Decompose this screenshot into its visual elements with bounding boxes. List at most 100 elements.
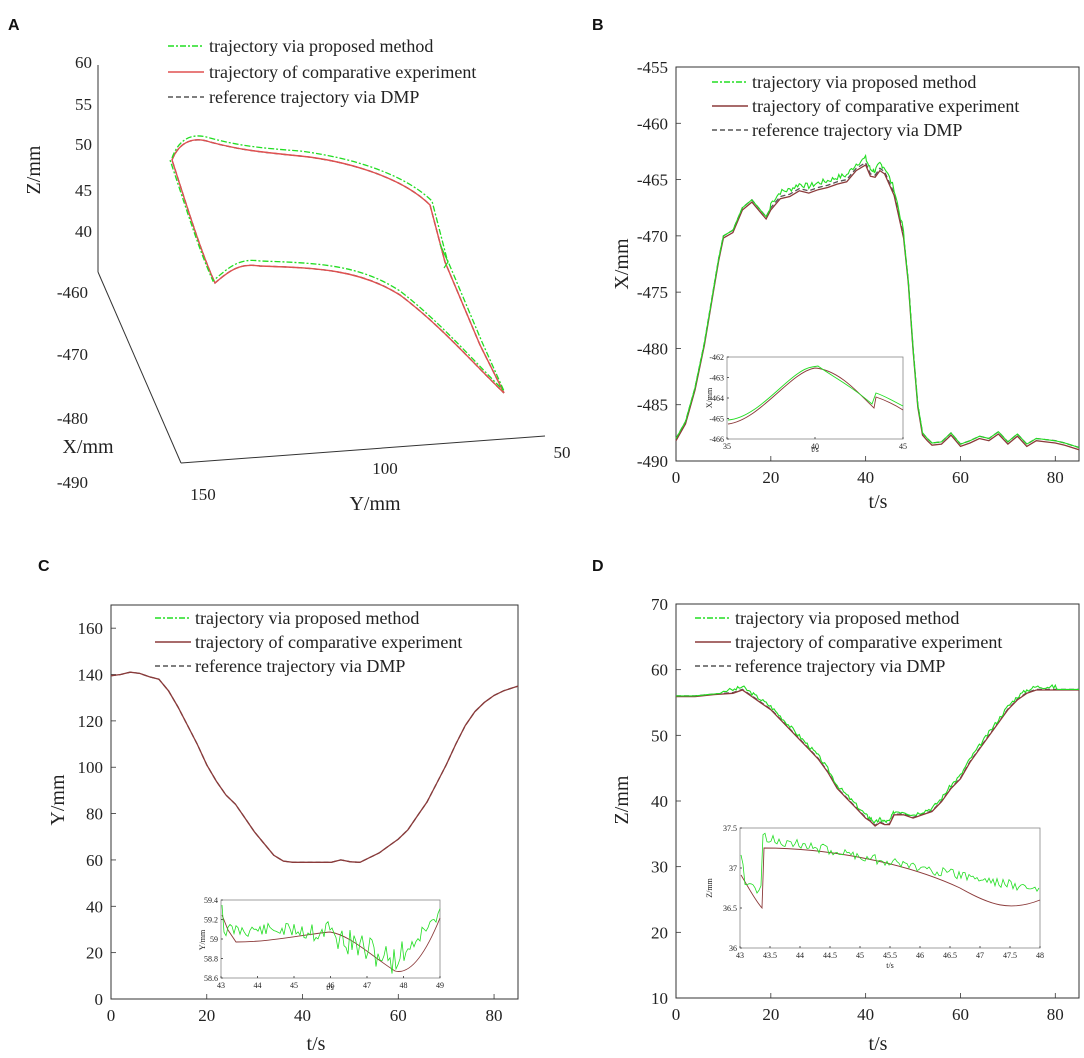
c-legend-proposed-label: trajectory via proposed method [195,608,419,628]
b-inset-comparative-line [727,367,904,425]
c-reference-line [110,671,519,863]
b-inset-y-tick-label: -462 [709,353,724,362]
c-inset-x-tick-label: 49 [436,981,444,990]
c-y-tick-label: 40 [86,897,103,916]
b-legend-reference-label: reference trajectory via DMP [752,120,962,140]
b-x-tick-label: 40 [857,468,874,487]
d-inset-x-tick-label: 47.5 [1003,951,1017,960]
d-inset-x-tick-label: 45.5 [883,951,897,960]
d-y-tick-label: 70 [651,595,668,614]
d-inset-x-label: t/s [886,961,894,970]
a-comparative-trajectory [171,139,505,394]
b-y-tick-label: -475 [637,283,668,302]
c-legend-reference-label: reference trajectory via DMP [195,656,405,676]
c-inset-x-label: t/s [326,983,334,992]
d-inset-box [739,827,1041,949]
b-y-tick-label: -465 [637,171,668,190]
b-y-tick-label: -455 [637,58,668,77]
b-x-tick-label: 20 [762,468,779,487]
c-y-tick-label: 120 [78,712,104,731]
d-inset-x-tick-label: 46 [916,951,924,960]
d-proposed-line [676,683,1079,824]
a-legend: trajectory via proposed method trajector… [168,36,476,107]
c-y-tick-label: 60 [86,851,103,870]
b-y-tick-label: -460 [637,114,668,133]
c-inset-x-tick-label: 46 [327,981,335,990]
panel-letter-c: C [38,558,50,575]
panel-letter-b: B [592,17,604,34]
a-x-tick-label: -470 [57,345,88,364]
c-y-label: Y/mm [47,774,69,826]
c-x-tick-label: 60 [390,1006,407,1025]
panel-letter-a: A [8,17,20,34]
d-x-label: t/s [869,1033,888,1055]
a-y-label: Y/mm [349,493,401,515]
d-inset-x-tick-label: 44.5 [823,951,837,960]
c-y-tick-label: 80 [86,805,103,824]
c-inset-comparative-line [221,914,441,972]
d-comparative-line [676,689,1079,827]
a-legend-reference-label: reference trajectory via DMP [209,87,419,107]
d-inset-x-tick-label: 43 [736,951,744,960]
b-inset-y-label: X/mm [705,387,714,408]
d-inset-x-tick-label: 47 [976,951,984,960]
c-axes-box [110,604,519,1000]
b-y-label: X/mm [611,238,633,290]
a-x-axis [97,271,182,464]
d-legend-reference-label: reference trajectory via DMP [735,656,945,676]
c-x-tick-label: 80 [486,1006,503,1025]
b-y-tick-label: -480 [637,339,668,358]
a-x-tick-label: -460 [57,283,88,302]
c-inset-x-tick-label: 43 [217,981,225,990]
d-inset-x-tick-label: 46.5 [943,951,957,960]
c-y-tick-label: 20 [86,944,103,963]
c-x-tick-label: 20 [198,1006,215,1025]
d-inset-x-tick-label: 43.5 [763,951,777,960]
a-legend-comparative-label: trajectory of comparative experiment [209,62,476,82]
a-y-tick-label: 100 [372,459,398,478]
b-inset-y-tick-label: -464 [709,394,724,403]
c-inset-x-tick-label: 48 [400,981,408,990]
d-x-tick-label: 0 [672,1005,681,1024]
c-inset-x-tick-label: 44 [254,981,262,990]
a-y-tick-label: 150 [190,485,216,504]
c-y-tick-label: 140 [78,666,104,685]
b-y-tick-label: -490 [637,452,668,471]
c-inset: 43 44 45 46 47 48 49 59.4 59.2 59 58.8 58.6 t/s Y/m… [198,896,444,992]
d-inset-proposed-line [740,832,1040,894]
c-y-tick-label: 160 [78,619,104,638]
d-y-tick-label: 50 [651,726,668,745]
a-z-tick-label: 40 [75,222,92,241]
panel-a-3d-plot: 60 55 50 45 40 -460 -470 -480 -490 150 100 50 Z/m… [23,36,571,515]
c-legend-comparative-label: trajectory of comparative experiment [195,632,462,652]
b-comparative-line [675,163,1080,451]
d-inset-y-tick-label: 37.5 [723,824,737,833]
d-inset: 43 43.5 44 44.5 45 45.5 46 46.5 47 47.5 48 37.5 37 36… [705,824,1044,970]
c-legend: trajectory via proposed method trajector… [155,608,462,676]
c-inset-proposed-line [221,904,441,974]
d-x-tick-label: 20 [762,1005,779,1024]
b-x-label: t/s [869,491,888,513]
a-x-label: X/mm [62,436,114,458]
d-y-tick-label: 10 [651,989,668,1008]
c-inset-x-tick-label: 47 [363,981,371,990]
a-legend-proposed-label: trajectory via proposed method [209,36,433,56]
d-inset-comparative-line [740,847,1041,910]
d-inset-y-tick-label: 37 [729,864,737,873]
panel-b-plot: 0 20 40 60 80 -455 -460 -465 -470 -475 -480 -485 -49… [611,58,1080,513]
b-y-tick-label: -485 [637,396,668,415]
d-x-tick-label: 60 [952,1005,969,1024]
b-x-tick-label: 80 [1047,468,1064,487]
a-y-axis [180,435,546,464]
a-z-tick-label: 50 [75,135,92,154]
d-y-tick-label: 60 [651,661,668,680]
b-inset-x-label: t/s [811,445,819,454]
b-inset-x-tick-label: 35 [723,442,731,451]
d-y-tick-label: 30 [651,858,668,877]
a-x-tick-label: -480 [57,409,88,428]
a-x-tick-label: -490 [57,473,88,492]
b-inset-proposed-line [727,365,904,421]
c-x-tick-label: 40 [294,1006,311,1025]
b-inset-x-tick-label: 40 [811,442,819,451]
